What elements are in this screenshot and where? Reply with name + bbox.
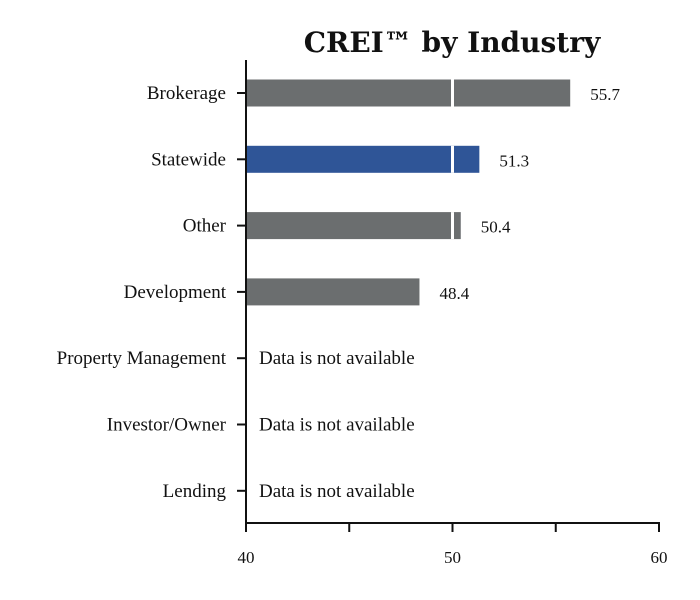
bars-group: [246, 79, 571, 306]
x-axis-ticks: 40 50 60: [238, 523, 668, 567]
bar-value-label: 51.3: [499, 151, 529, 170]
x-tick-label: 40: [238, 548, 255, 567]
x-tick-label: 50: [444, 548, 461, 567]
bar: [246, 212, 461, 240]
bar-value-label: 48.4: [439, 284, 469, 303]
category-labels: Brokerage Statewide Other Development Proper…: [57, 83, 246, 502]
x-tick-label: 60: [651, 548, 668, 567]
category-label: Lending: [163, 481, 227, 502]
bar: [246, 278, 420, 306]
category-label: Statewide: [151, 149, 226, 170]
category-label: Other: [183, 216, 227, 237]
value-labels: 55.7 51.3 50.4 48.4 Data is not available Dat…: [259, 85, 620, 502]
category-label: Brokerage: [147, 83, 226, 104]
category-label: Property Management: [57, 348, 227, 369]
category-label: Investor/Owner: [107, 415, 227, 436]
category-label: Development: [124, 282, 227, 303]
chart-title: CREI™ by Industry: [304, 26, 601, 59]
bar: [246, 145, 480, 173]
not-available-label: Data is not available: [259, 481, 415, 502]
bar: [246, 79, 571, 107]
not-available-label: Data is not available: [259, 348, 415, 369]
not-available-label: Data is not available: [259, 415, 415, 436]
bar-value-label: 55.7: [590, 85, 620, 104]
bar-value-label: 50.4: [481, 218, 511, 237]
